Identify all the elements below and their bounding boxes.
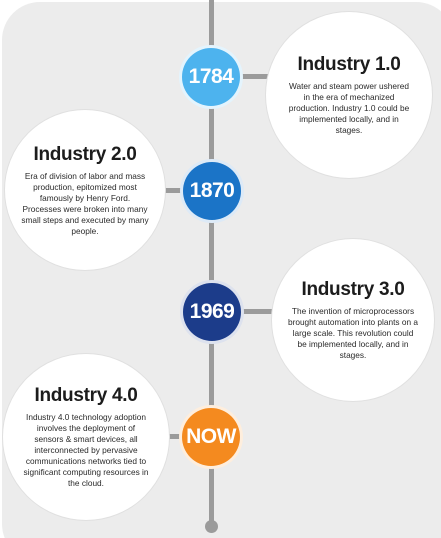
year-circle-1969: 1969	[180, 280, 244, 344]
info-circle-industry-2: Industry 2.0 Era of division of labor an…	[5, 110, 165, 270]
timeline-line	[209, 0, 214, 528]
info-circle-industry-3: Industry 3.0 The invention of microproce…	[272, 239, 434, 401]
info-title: Industry 3.0	[301, 279, 405, 300]
timeline-end-dot	[205, 520, 218, 533]
year-label: 1870	[189, 179, 235, 202]
connector-1784	[236, 74, 276, 79]
year-label: 1969	[189, 300, 235, 323]
connector-1969	[238, 309, 276, 314]
info-title: Industry 1.0	[297, 54, 401, 75]
year-label: NOW	[186, 425, 236, 448]
connector-1870	[145, 188, 185, 193]
year-circle-1784: 1784	[179, 45, 243, 109]
info-title: Industry 4.0	[34, 385, 138, 406]
year-label: 1784	[188, 65, 234, 88]
year-circle-1870: 1870	[180, 159, 244, 223]
info-circle-industry-1: Industry 1.0 Water and steam power usher…	[266, 12, 432, 178]
info-title: Industry 2.0	[33, 143, 137, 165]
info-description: Water and steam power ushered in the era…	[288, 81, 410, 135]
info-circle-industry-4: Industry 4.0 Industry 4.0 technology ado…	[3, 354, 169, 520]
year-circle-now: NOW	[179, 405, 243, 469]
info-description: Industry 4.0 technology adoption involve…	[23, 412, 149, 488]
info-description: The invention of microprocessors brought…	[287, 306, 419, 360]
info-description: Era of division of labor and mass produc…	[21, 170, 149, 236]
